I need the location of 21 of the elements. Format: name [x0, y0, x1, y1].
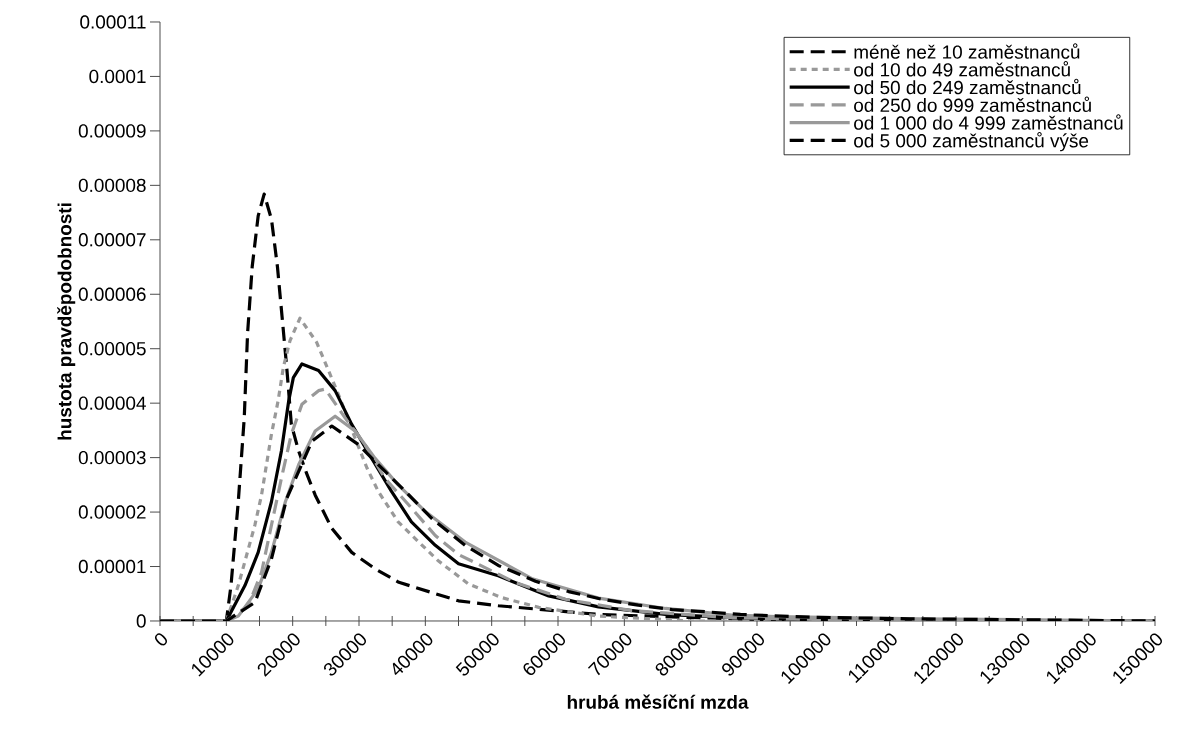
y-tick-label: 0.00002	[78, 505, 146, 519]
y-tick-label: 0.0001	[89, 69, 146, 84]
y-tick-label: 0.00007	[78, 233, 146, 247]
y-tick-label: 0.00004	[78, 396, 146, 410]
y-tick-label: 0.00005	[78, 342, 146, 356]
x-tick-label: 0	[154, 633, 168, 646]
y-tick-label: 0.00008	[78, 178, 146, 193]
legend-label: od 1 000 do 4 999 zaměstnanců	[854, 114, 1123, 130]
y-tick-label: 0.00011	[80, 15, 146, 29]
legend-label: méně než 10 zaměstnanců	[854, 43, 1080, 59]
y-tick-label: 0.00001	[78, 559, 146, 574]
y-axis-title: hustota pravděpodobnosti	[57, 203, 76, 440]
x-axis-title: hrubá měsíční mzda	[567, 694, 749, 709]
legend-label: od 5 000 zaměstnanců výše	[854, 132, 1089, 152]
y-tick-label: 0	[136, 614, 146, 628]
legend-label: od 250 do 999 zaměstnanců	[854, 96, 1091, 113]
y-tick-label: 0.00009	[78, 124, 146, 138]
legend-label: od 50 do 249 zaměstnanců	[854, 78, 1081, 95]
y-tick-label: 0.00003	[78, 450, 146, 465]
y-tick-label: 0.00006	[78, 287, 146, 301]
legend-label: od 10 do 49 zaměstnanců	[854, 61, 1070, 77]
